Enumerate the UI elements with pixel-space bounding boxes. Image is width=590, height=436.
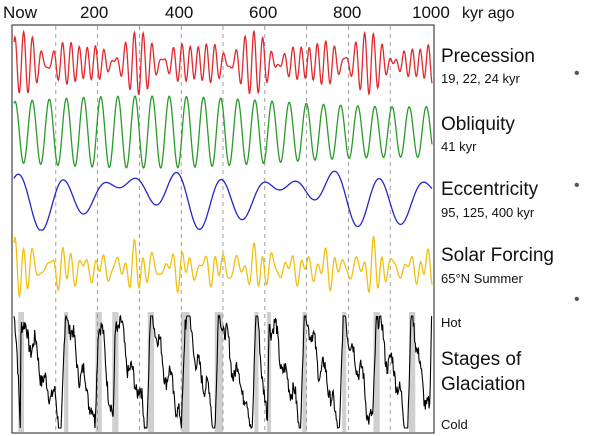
x-tick-600: 600 [249,3,278,22]
interglacial-band-8 [266,312,272,432]
glaciation-cold-label: Cold [441,417,468,432]
series-line-eccentricity [13,170,433,231]
grid-lines [55,26,391,432]
label-glaciation-line1: Stages of [441,349,522,370]
interglacial-band-4 [147,312,155,432]
label-precession: Precession [441,46,535,67]
x-tick-now: Now [3,3,38,22]
interglacial-band-7 [254,312,259,432]
series-line-solar-forcing [13,235,433,299]
label-solar-forcing: Solar Forcing [441,245,554,266]
detail-obliquity: 41 kyr [441,139,477,154]
interglacial-band-12 [409,312,416,432]
interglacial-band-9 [302,312,307,432]
x-tick-400: 400 [165,3,194,22]
detail-precession: 19, 22, 24 kyr [441,71,520,86]
label-glaciation-line2: Glaciation [441,374,526,395]
detail-eccentricity: 95, 125, 400 kyr [441,205,535,220]
x-tick-800: 800 [333,3,362,22]
x-tick-1000: 1000 [412,3,450,22]
label-obliquity: Obliquity [441,114,515,135]
series-line-obliquity [13,95,433,169]
interglacial-band-6 [214,312,223,432]
series-line-precession [13,29,433,96]
interglacial-band-3 [112,312,119,432]
interglacial-band-10 [342,312,347,432]
interglacial-band-1 [64,312,69,432]
glaciation-hot-label: Hot [441,315,462,330]
x-tick-200: 200 [80,3,109,22]
detail-solar-forcing: 65°N Summer [441,271,523,286]
plot-frame [11,24,435,434]
series-lines [13,29,433,430]
label-eccentricity: Eccentricity [441,179,539,200]
interglacial-band-5 [181,312,190,432]
bullet-point-3: • [574,291,580,308]
bullet-point-2: • [574,177,580,194]
series-line-stages-of-glaciation [13,314,433,430]
interglacial-band-2 [95,312,102,432]
interglacial-bands [18,312,416,432]
x-axis-unit: kyr ago [462,5,515,22]
bullet-point-1: • [574,65,580,82]
interglacial-band-11 [373,312,380,432]
